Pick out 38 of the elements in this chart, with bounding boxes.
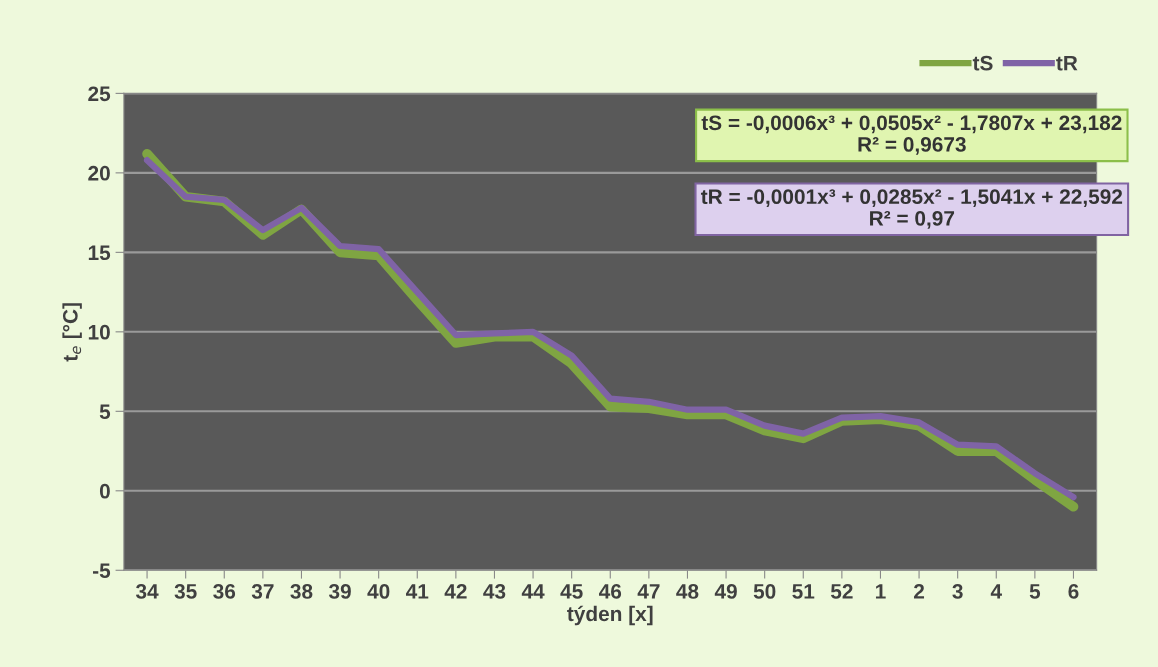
y-axis-title: t$_{e}$ [°C] (62, 303, 82, 362)
x-tick-label: 37 (251, 584, 274, 599)
x-tick-label: 45 (560, 584, 583, 599)
x-tick-label: 5 (1029, 584, 1041, 599)
x-tick-label: 40 (367, 584, 390, 599)
x-tick-label: 44 (521, 584, 545, 599)
x-tick-label: 41 (406, 584, 429, 599)
x-tick-label: 6 (1068, 584, 1079, 599)
x-tick-label: 46 (599, 584, 622, 599)
x-axis-title: týden [x] (567, 605, 653, 626)
x-tick-label: 36 (213, 584, 236, 599)
x-tick-label: 39 (328, 584, 351, 599)
legend-label: tS (972, 55, 993, 71)
legend-label: tR (1056, 55, 1078, 71)
y-tick-label: 15 (88, 245, 111, 261)
x-tick-label: 3 (952, 584, 963, 599)
x-tick-label: 38 (290, 584, 313, 599)
x-tick-label: 48 (676, 584, 699, 599)
x-tick-label: 51 (792, 584, 815, 599)
y-tick-label: 0 (99, 483, 110, 499)
x-tick-label: 47 (637, 584, 660, 599)
x-tick-label: 2 (914, 584, 925, 599)
y-tick-label: 10 (88, 324, 110, 340)
x-tick-label: 43 (483, 584, 506, 599)
y-tick-label: 25 (88, 86, 111, 102)
annotation: tR = -0,0001x³ + 0,0285x² - 1,5041x + 22,592 R² = 0,97 (700, 189, 1123, 229)
x-tick-label: 42 (444, 584, 467, 599)
x-tick-label: 50 (753, 584, 776, 599)
x-tick-label: 4 (990, 584, 1002, 599)
x-tick-label: 34 (135, 584, 159, 599)
y-tick-label: 5 (99, 404, 111, 420)
y-tick-label: 20 (88, 165, 110, 181)
x-tick-label: 35 (174, 584, 197, 599)
y-tick-label: -5 (93, 563, 111, 579)
x-tick-label: 52 (830, 584, 853, 599)
annotation: tS = -0,0006x³ + 0,0505x² - 1,7807x + 23,182 R² = 0,9673 (701, 115, 1122, 155)
x-tick-label: 49 (714, 584, 737, 599)
x-tick-label: 1 (875, 584, 886, 599)
